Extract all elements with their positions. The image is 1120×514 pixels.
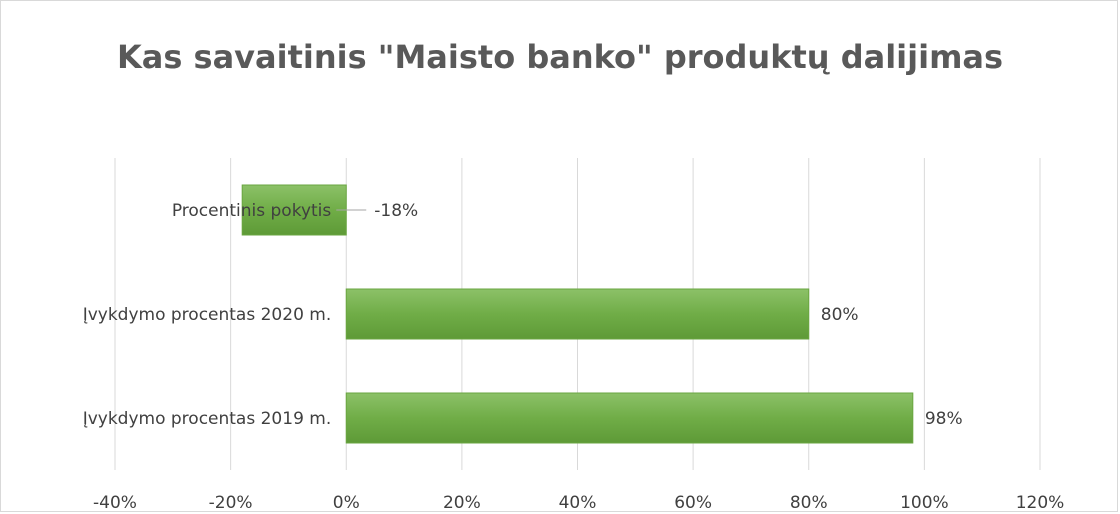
- x-tick-label: 20%: [443, 493, 481, 513]
- x-tick-label: 120%: [1016, 493, 1065, 513]
- bar: [241, 184, 347, 236]
- category-label: Įvykdymo procentas 2020 m.: [83, 305, 332, 325]
- x-tick-label: 60%: [674, 493, 712, 513]
- bar: [345, 392, 914, 444]
- x-tick-label: -20%: [209, 493, 253, 513]
- chart-title: Kas savaitinis "Maisto banko" produktų d…: [116, 38, 1004, 76]
- x-tick-label: 80%: [790, 493, 828, 513]
- x-tick-label: -40%: [93, 493, 137, 513]
- x-tick-label: 0%: [333, 493, 360, 513]
- category-label: Procentinis pokytis: [172, 201, 332, 221]
- data-label: -18%: [374, 201, 418, 221]
- bar: [345, 288, 810, 340]
- x-tick-label: 100%: [900, 493, 949, 513]
- x-tick-label: 40%: [559, 493, 597, 513]
- category-label: Įvykdymo procentas 2019 m.: [83, 409, 332, 429]
- data-label: 80%: [821, 305, 859, 325]
- data-label: 98%: [925, 409, 963, 429]
- labels: -40% -20% 0% 20% 40% 60% 80% 100% 120% 98% Įvykdym…: [83, 201, 1065, 513]
- bars: [241, 184, 914, 444]
